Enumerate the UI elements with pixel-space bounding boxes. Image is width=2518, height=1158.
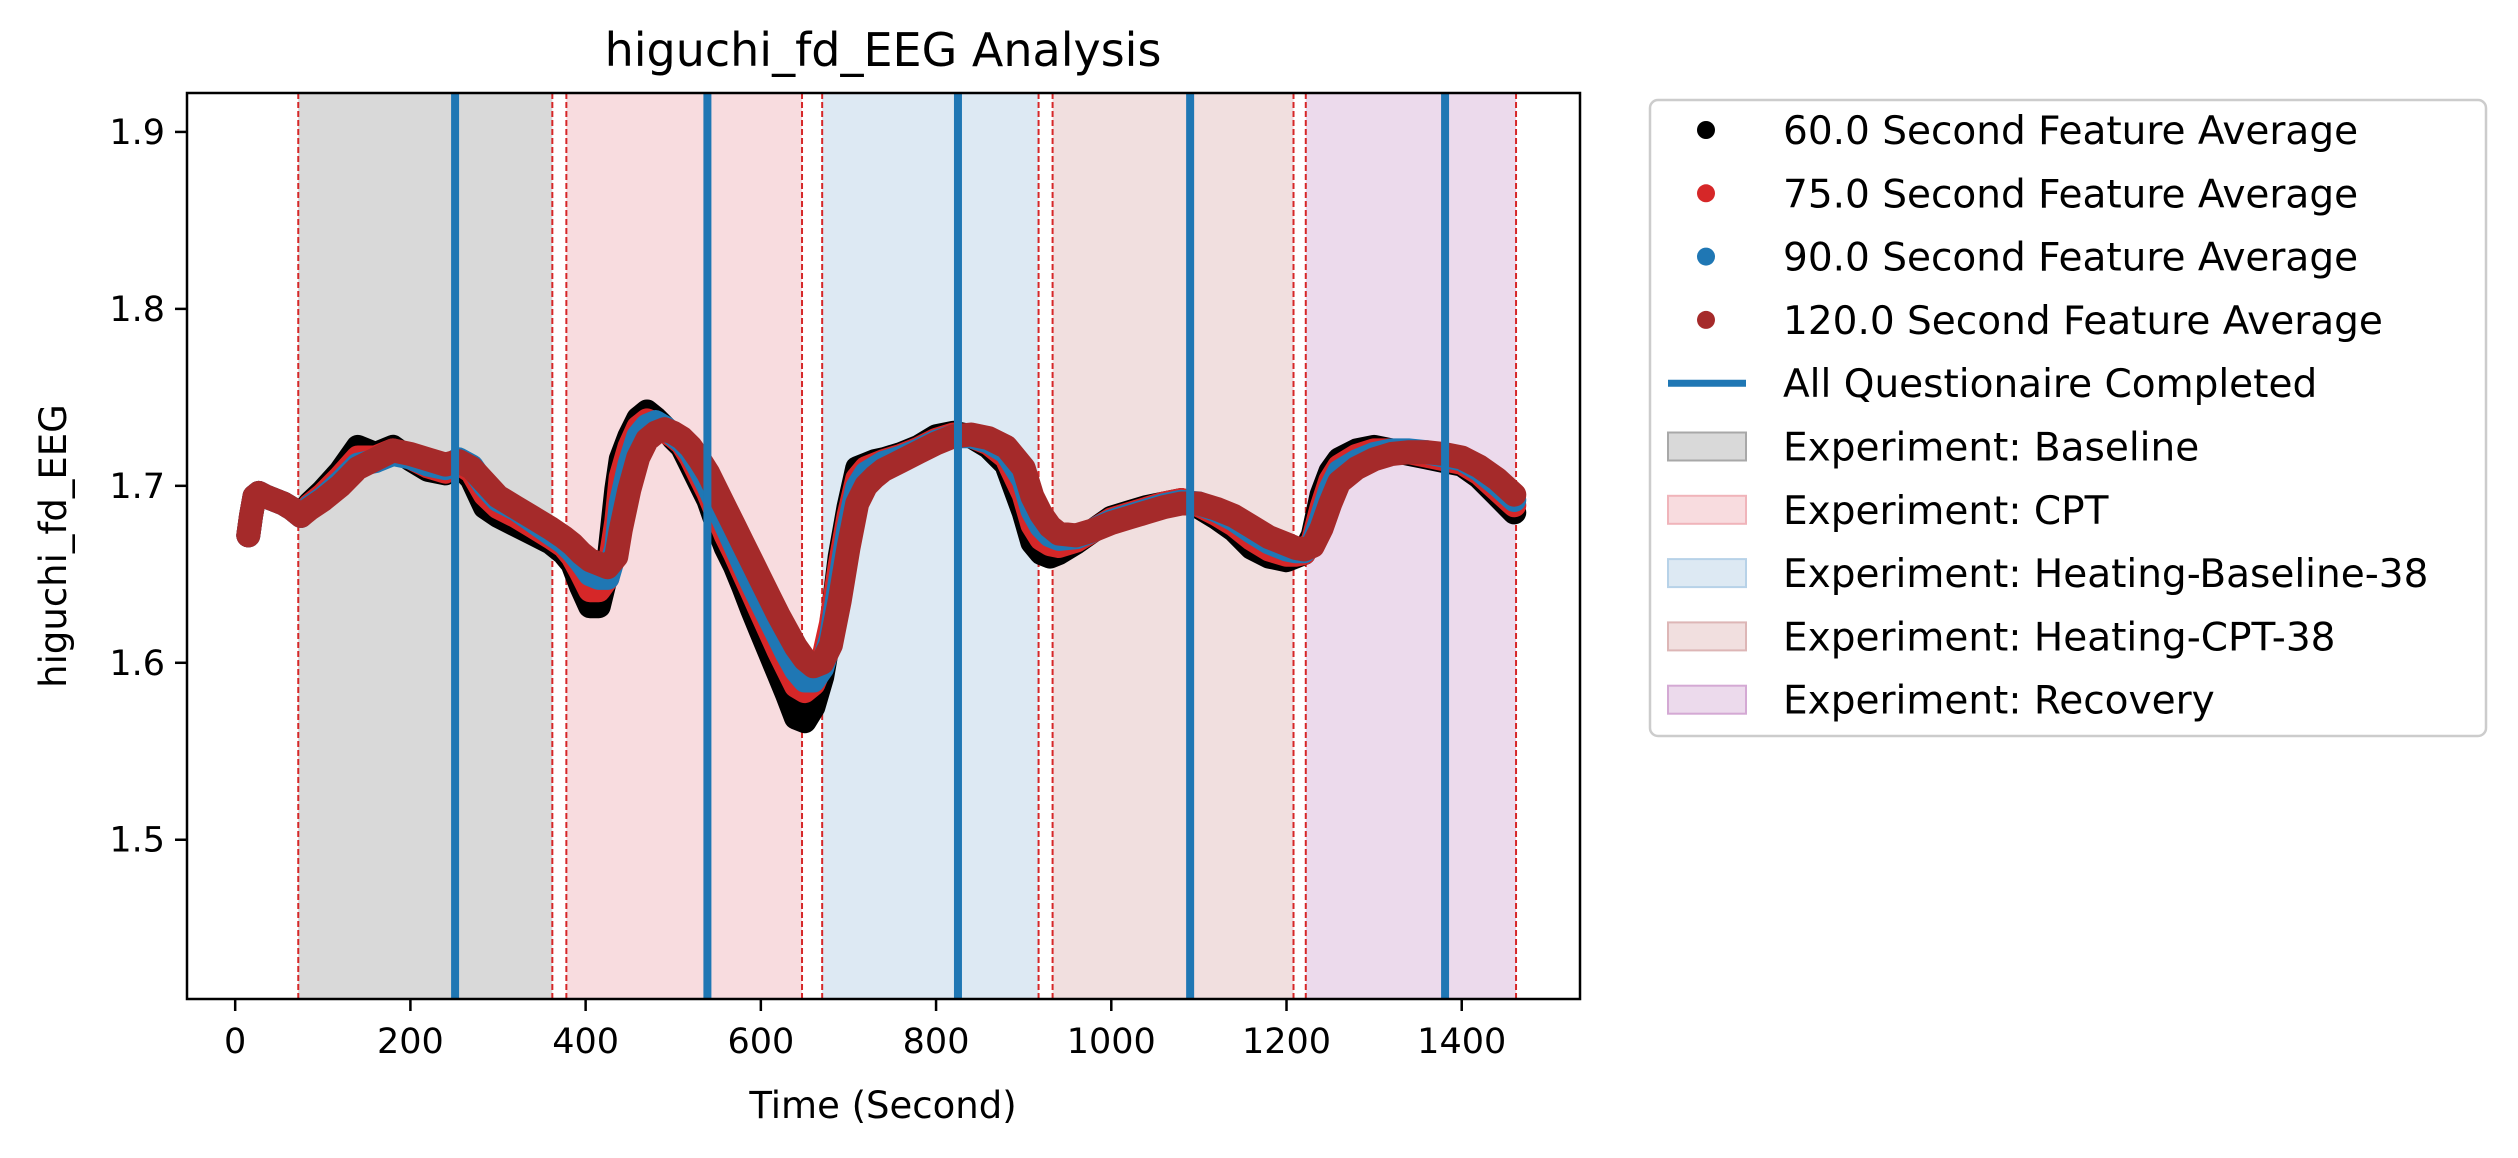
y-tick-label: 1.6: [109, 644, 165, 684]
chart-title: higuchi_fd_EEG Analysis: [605, 23, 1162, 77]
series-line-3: [236, 417, 1527, 679]
y-axis-ticks: 1.5 1.6 1.7 1.8 1.9: [109, 113, 187, 861]
legend-label: 90.0 Second Feature Average: [1783, 236, 2358, 281]
legend-label: Experiment: Heating-CPT-38: [1783, 615, 2335, 660]
x-tick-label: 400: [552, 1022, 619, 1062]
y-tick-label: 1.7: [109, 467, 165, 507]
y-tick-label: 1.5: [109, 821, 165, 861]
legend-label: 120.0 Second Feature Average: [1783, 299, 2383, 344]
x-tick-label: 600: [727, 1022, 794, 1062]
legend-marker-dot: [1697, 184, 1715, 203]
plot-frame: [185, 91, 1582, 1001]
legend: 60.0 Second Feature Average 75.0 Second F…: [1648, 98, 2488, 738]
phase-region-4: [1305, 93, 1517, 999]
y-axis-label: higuchi_fd_EEG: [32, 404, 75, 688]
x-tick-label: 1000: [1067, 1022, 1156, 1062]
phase-region-0: [298, 93, 553, 999]
legend-marker-patch: [1667, 621, 1747, 652]
legend-marker-patch: [1667, 684, 1747, 715]
legend-label: Experiment: Heating-Baseline-38: [1783, 552, 2428, 597]
legend-marker-dot: [1697, 310, 1715, 329]
legend-marker-dot: [1697, 121, 1715, 139]
data-series: [236, 399, 1527, 734]
legend-marker-patch: [1667, 431, 1747, 462]
legend-label: 60.0 Second Feature Average: [1783, 109, 2358, 154]
legend-label: Experiment: Baseline: [1783, 426, 2199, 471]
legend-label: Experiment: Recovery: [1783, 679, 2215, 724]
x-axis-label: Time (Second): [748, 1084, 1016, 1127]
x-tick-label: 0: [224, 1022, 246, 1062]
legend-label: Experiment: CPT: [1783, 489, 2109, 534]
legend-marker-patch: [1667, 558, 1747, 589]
phase-regions: [298, 93, 1517, 999]
legend-marker-patch: [1667, 494, 1747, 525]
questionnaire-lines: [451, 93, 1450, 999]
y-tick-label: 1.9: [109, 113, 165, 153]
x-tick-label: 200: [377, 1022, 444, 1062]
x-tick-label: 1400: [1417, 1022, 1506, 1062]
x-axis-ticks: 0 200 400 600 800 1000 1200 1400: [224, 999, 1506, 1062]
legend-marker-dot: [1697, 247, 1715, 266]
y-tick-label: 1.8: [109, 290, 165, 330]
legend-label: All Questionaire Completed: [1783, 362, 2317, 407]
x-tick-label: 800: [903, 1022, 970, 1062]
legend-label: 75.0 Second Feature Average: [1783, 172, 2358, 217]
x-tick-label: 1200: [1242, 1022, 1331, 1062]
legend-frame: [1648, 98, 2488, 738]
